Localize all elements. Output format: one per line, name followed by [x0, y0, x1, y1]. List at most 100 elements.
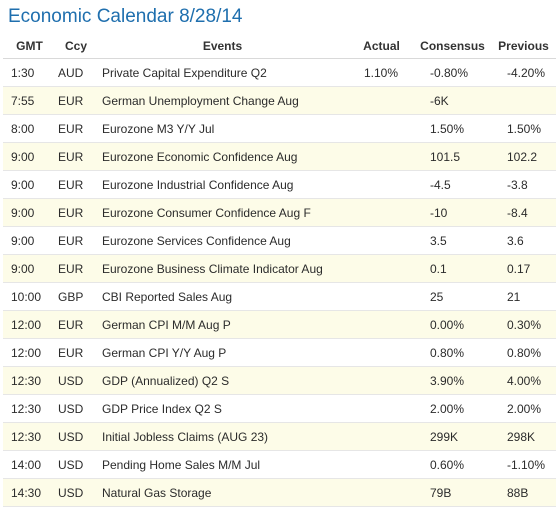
table-row: 12:30 USD GDP (Annualized) Q2 S 3.90% 4.00% [3, 366, 556, 395]
gmt-cell: 14:30 [3, 478, 56, 507]
table-header-row: GMT Ccy Events Actual Consensus Previous [3, 33, 556, 59]
gmt-cell: 9:00 [3, 170, 56, 199]
table-row: 7:55 EUR German Unemployment Change Aug -6K [3, 86, 556, 115]
table-row: 12:00 EUR German CPI M/M Aug P 0.00% 0.30% [3, 310, 556, 339]
currency-cell: EUR [56, 86, 96, 115]
event-cell: Natural Gas Storage [96, 478, 349, 507]
gmt-cell: 9:00 [3, 254, 56, 283]
column-header-previous: Previous [491, 33, 556, 59]
event-cell: Eurozone Economic Confidence Aug [96, 142, 349, 171]
table-row: 12:30 USD GDP Price Index Q2 S 2.00% 2.00% [3, 394, 556, 423]
gmt-cell: 1:30 [3, 58, 56, 87]
consensus-cell: 299K [414, 422, 491, 451]
currency-cell: USD [56, 366, 96, 395]
gmt-cell: 12:30 [3, 394, 56, 423]
table-row: 8:00 EUR Eurozone M3 Y/Y Jul 1.50% 1.50% [3, 114, 556, 143]
previous-cell: -3.8 [491, 170, 556, 199]
currency-cell: EUR [56, 226, 96, 255]
event-cell: Eurozone Consumer Confidence Aug F [96, 198, 349, 227]
previous-cell: -4.20% [491, 58, 556, 87]
previous-cell: 0.30% [491, 310, 556, 339]
consensus-cell: -0.80% [414, 58, 491, 87]
currency-cell: AUD [56, 58, 96, 87]
event-cell: Eurozone Business Climate Indicator Aug [96, 254, 349, 283]
gmt-cell: 9:00 [3, 226, 56, 255]
actual-cell [349, 338, 414, 367]
event-cell: German CPI Y/Y Aug P [96, 338, 349, 367]
event-cell: GDP (Annualized) Q2 S [96, 366, 349, 395]
currency-cell: EUR [56, 170, 96, 199]
gmt-cell: 9:00 [3, 198, 56, 227]
gmt-cell: 12:00 [3, 338, 56, 367]
previous-cell: 21 [491, 282, 556, 311]
currency-cell: EUR [56, 142, 96, 171]
table-row: 9:00 EUR Eurozone Consumer Confidence Aug … [3, 198, 556, 227]
actual-cell [349, 170, 414, 199]
gmt-cell: 14:00 [3, 450, 56, 479]
consensus-cell: -6K [414, 86, 491, 115]
actual-cell [349, 366, 414, 395]
actual-cell [349, 478, 414, 507]
actual-cell [349, 226, 414, 255]
table-row: 12:30 USD Initial Jobless Claims (AUG 23) 2… [3, 422, 556, 451]
table-row: 9:00 EUR Eurozone Industrial Confidence Au… [3, 170, 556, 199]
gmt-cell: 7:55 [3, 86, 56, 115]
consensus-cell: 0.80% [414, 338, 491, 367]
gmt-cell: 12:30 [3, 422, 56, 451]
currency-cell: EUR [56, 254, 96, 283]
consensus-cell: 3.5 [414, 226, 491, 255]
consensus-cell: 79B [414, 478, 491, 507]
event-cell: German Unemployment Change Aug [96, 86, 349, 115]
table-row: 9:00 EUR Eurozone Economic Confidence Aug 1… [3, 142, 556, 171]
table-row: 9:00 EUR Eurozone Business Climate Indicat… [3, 254, 556, 283]
consensus-cell: 1.50% [414, 114, 491, 143]
event-cell: Initial Jobless Claims (AUG 23) [96, 422, 349, 451]
event-cell: Private Capital Expenditure Q2 [96, 58, 349, 87]
table-row: 9:00 EUR Eurozone Services Confidence Aug 3… [3, 226, 556, 255]
previous-cell: 4.00% [491, 366, 556, 395]
column-header-consensus: Consensus [414, 33, 491, 59]
event-cell: CBI Reported Sales Aug [96, 282, 349, 311]
event-cell: Eurozone M3 Y/Y Jul [96, 114, 349, 143]
previous-cell: 0.80% [491, 338, 556, 367]
gmt-cell: 12:00 [3, 310, 56, 339]
consensus-cell: -4.5 [414, 170, 491, 199]
gmt-cell: 12:30 [3, 366, 56, 395]
actual-cell [349, 198, 414, 227]
currency-cell: EUR [56, 114, 96, 143]
currency-cell: USD [56, 422, 96, 451]
consensus-cell: -10 [414, 198, 491, 227]
previous-cell: 102.2 [491, 142, 556, 171]
actual-cell [349, 254, 414, 283]
gmt-cell: 10:00 [3, 282, 56, 311]
column-header-events: Events [96, 33, 349, 59]
actual-cell [349, 282, 414, 311]
event-cell: German CPI M/M Aug P [96, 310, 349, 339]
currency-cell: USD [56, 394, 96, 423]
previous-cell: 3.6 [491, 226, 556, 255]
consensus-cell: 101.5 [414, 142, 491, 171]
actual-cell [349, 142, 414, 171]
consensus-cell: 25 [414, 282, 491, 311]
currency-cell: EUR [56, 310, 96, 339]
table-row: 1:30 AUD Private Capital Expenditure Q2 1.1… [3, 58, 556, 87]
column-header-gmt: GMT [3, 33, 56, 59]
actual-cell [349, 114, 414, 143]
consensus-cell: 0.00% [414, 310, 491, 339]
previous-cell [491, 86, 556, 115]
table-row: 14:30 USD Natural Gas Storage 79B 88B [3, 478, 556, 507]
actual-cell [349, 86, 414, 115]
previous-cell: 0.17 [491, 254, 556, 283]
event-cell: GDP Price Index Q2 S [96, 394, 349, 423]
table-row: 12:00 EUR German CPI Y/Y Aug P 0.80% 0.80% [3, 338, 556, 367]
previous-cell: -8.4 [491, 198, 556, 227]
column-header-ccy: Ccy [56, 33, 96, 59]
actual-cell [349, 310, 414, 339]
previous-cell: -1.10% [491, 450, 556, 479]
economic-calendar-table: GMT Ccy Events Actual Consensus Previous… [3, 33, 556, 507]
actual-cell [349, 394, 414, 423]
previous-cell: 298K [491, 422, 556, 451]
currency-cell: USD [56, 478, 96, 507]
gmt-cell: 9:00 [3, 142, 56, 171]
table-row: 14:00 USD Pending Home Sales M/M Jul 0.60% -… [3, 450, 556, 479]
